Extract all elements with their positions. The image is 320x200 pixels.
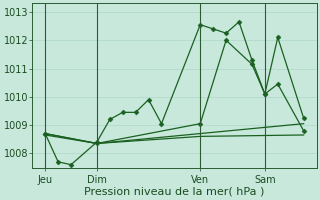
X-axis label: Pression niveau de la mer( hPa ): Pression niveau de la mer( hPa ): [84, 187, 265, 197]
